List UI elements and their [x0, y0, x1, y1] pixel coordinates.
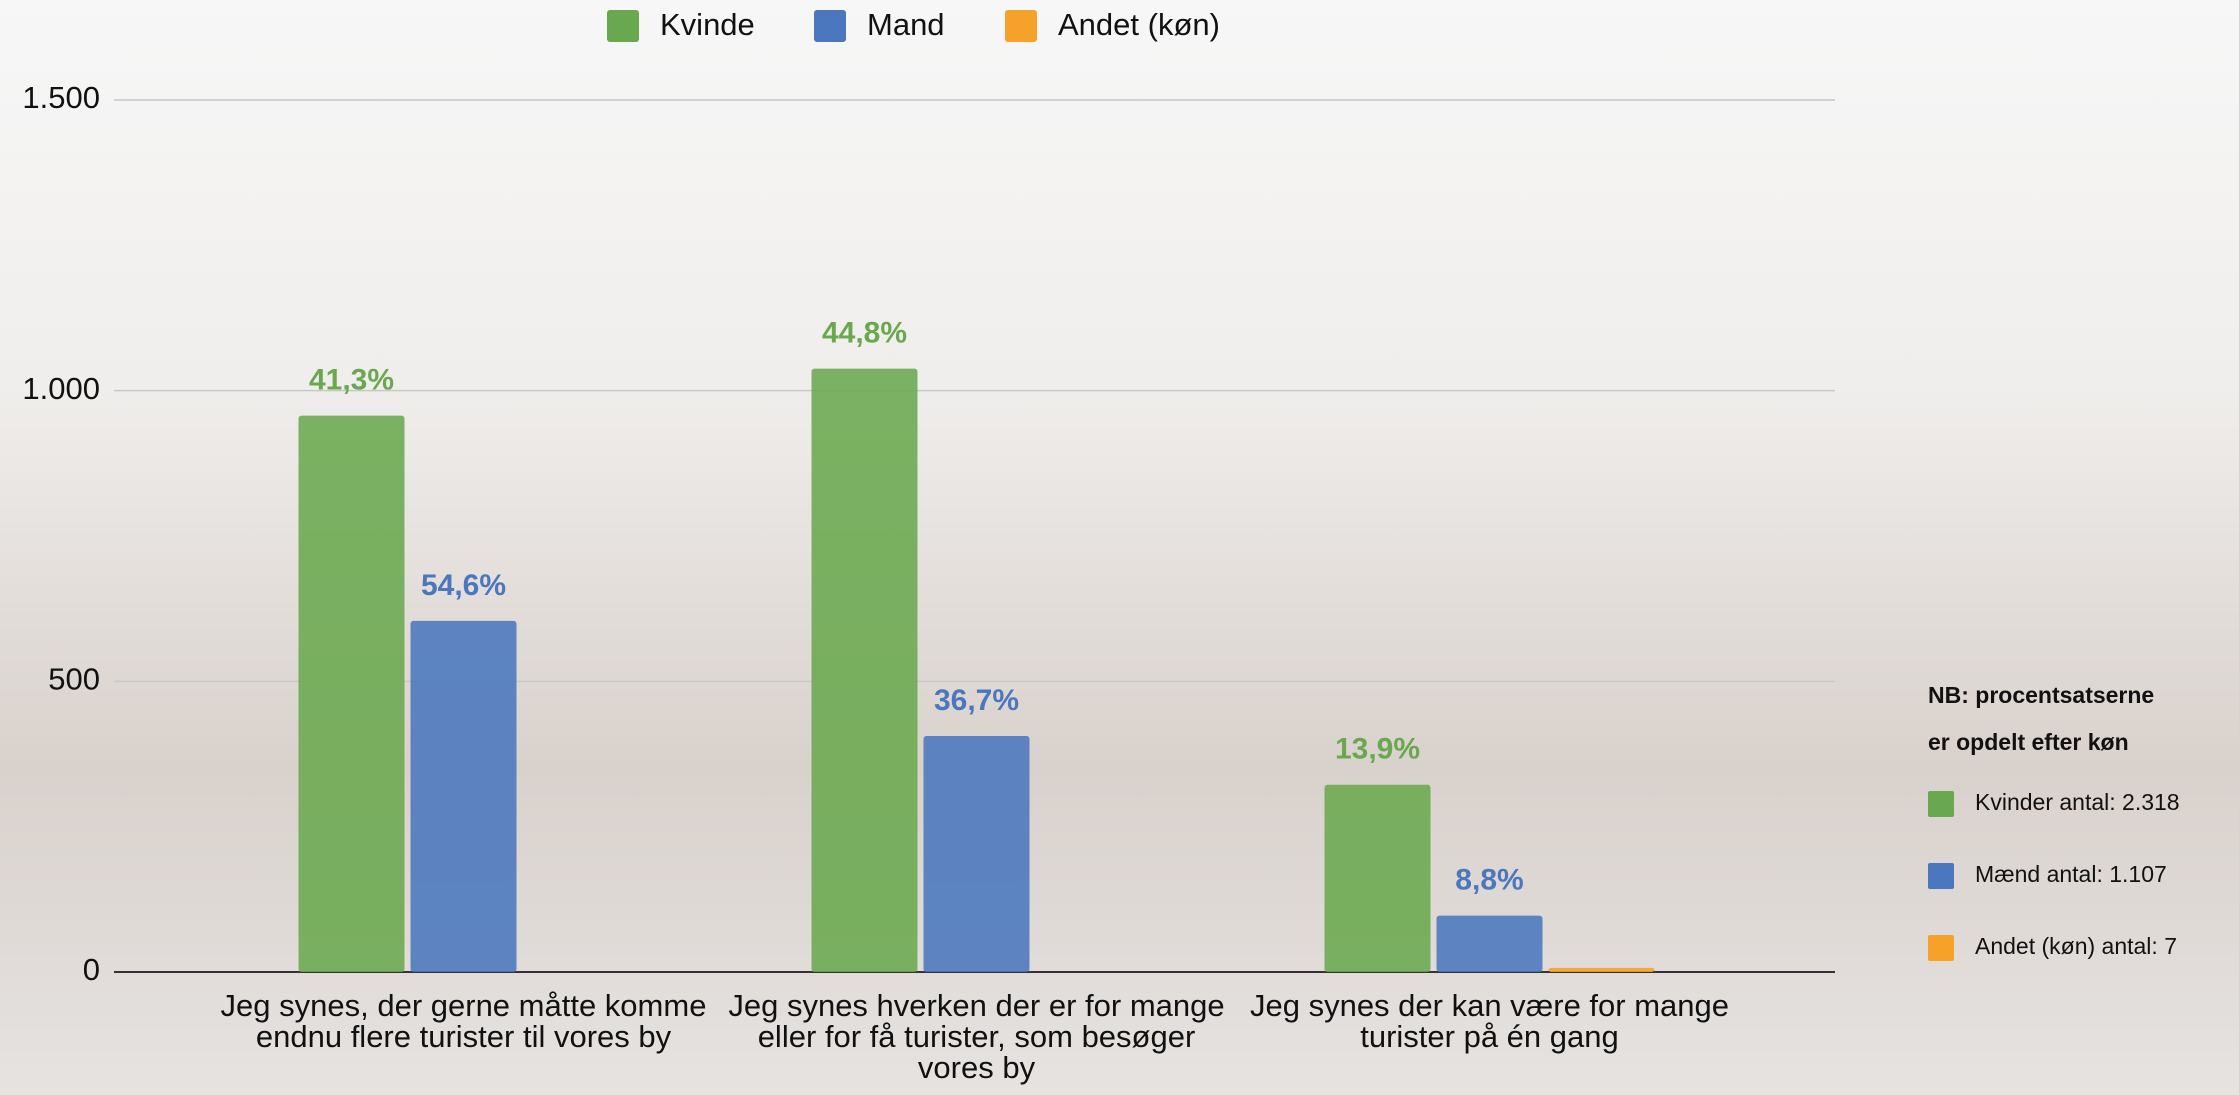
bar	[811, 368, 918, 972]
legend-label: Kvinde	[660, 7, 755, 42]
x-tick-label: Jeg synes, der gerne måtte komme endnu f…	[220, 988, 707, 1054]
percent-label: 13,9%	[1335, 733, 1420, 766]
legend-swatch	[814, 10, 846, 42]
percent-label: 8,8%	[1455, 864, 1523, 897]
legend-label: Mand	[867, 7, 945, 42]
note-swatch	[1928, 791, 1954, 817]
percent-label: 36,7%	[934, 684, 1019, 717]
percent-label: 44,8%	[822, 316, 907, 349]
legend-swatch	[1005, 10, 1037, 42]
bar	[923, 735, 1030, 972]
note-title: er opdelt efter køn	[1928, 729, 2129, 755]
note-item: Kvinder antal: 2.318	[1975, 789, 2180, 815]
y-tick-label: 0	[83, 952, 100, 987]
bar	[1324, 784, 1431, 972]
bar	[298, 415, 405, 972]
bar	[410, 620, 517, 972]
percent-label: 41,3%	[309, 364, 394, 397]
x-tick-label: Jeg synes der kan være for mange turiste…	[1249, 988, 1730, 1054]
note-swatch	[1928, 935, 1954, 961]
note-item: Andet (køn) antal: 7	[1975, 933, 2177, 959]
y-tick-label: 1.000	[22, 371, 100, 406]
legend-label: Andet (køn)	[1058, 7, 1220, 42]
note-item: Mænd antal: 1.107	[1975, 861, 2167, 887]
x-tick-label: Jeg synes hverken der er for mange eller…	[728, 988, 1225, 1085]
bar	[1436, 915, 1543, 972]
legend-swatch	[607, 10, 639, 42]
bar	[1548, 967, 1655, 972]
note-swatch	[1928, 863, 1954, 889]
note-title: NB: procentsatserne	[1928, 682, 2154, 708]
y-tick-label: 500	[48, 662, 100, 697]
y-tick-label: 1.500	[22, 80, 100, 115]
percent-label: 54,6%	[421, 569, 506, 602]
